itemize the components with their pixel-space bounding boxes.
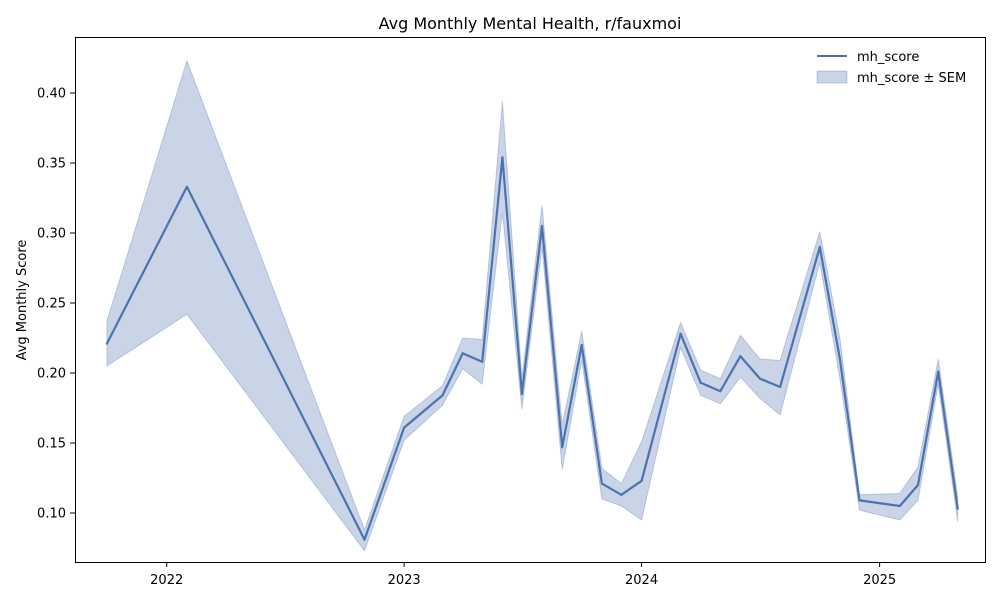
data-point (520, 392, 524, 396)
data-point (858, 499, 861, 502)
y-tick-label: 0.10 (37, 507, 66, 522)
data-point (540, 224, 544, 228)
data-point (758, 377, 762, 380)
data-point (185, 185, 188, 188)
data-point (501, 156, 504, 159)
data-point (363, 538, 366, 541)
data-point (561, 446, 564, 449)
data-point (441, 394, 444, 397)
chart-title: Avg Monthly Mental Health, r/fauxmoi (379, 14, 682, 33)
series-line-mh_score (105, 156, 959, 541)
y-tick-label: 0.20 (37, 367, 66, 382)
data-point (838, 357, 842, 361)
legend-label-line: mh_score (857, 50, 919, 65)
y-axis: 0.10 0.15 0.20 0.25 0.30 0.35 0.40 (37, 87, 75, 522)
y-axis-label: Avg Monthly Score (15, 240, 30, 361)
x-tick-label: 2024 (625, 573, 658, 588)
data-point (403, 426, 406, 429)
data-point (679, 332, 682, 335)
data-point (580, 343, 583, 347)
y-tick-label: 0.25 (37, 297, 66, 312)
data-point (779, 385, 782, 389)
data-point (956, 507, 959, 510)
y-tick-label: 0.40 (37, 87, 66, 102)
legend: mh_score mh_score ± SEM (816, 50, 966, 86)
data-point (640, 479, 643, 482)
data-point (916, 483, 920, 487)
data-point (719, 390, 722, 393)
data-point (898, 504, 901, 508)
data-point (818, 245, 821, 249)
data-point (620, 493, 623, 496)
data-point (600, 482, 604, 485)
data-point (739, 355, 742, 358)
plot-frame (75, 37, 986, 563)
y-tick-label: 0.35 (37, 157, 66, 172)
x-tick-label: 2025 (863, 573, 896, 588)
x-tick-label: 2023 (388, 573, 421, 588)
plot-area (105, 59, 959, 552)
data-point (699, 381, 702, 384)
legend-label-band: mh_score ± SEM (857, 71, 966, 86)
y-tick-label: 0.30 (37, 227, 66, 242)
x-tick-label: 2022 (150, 573, 183, 588)
legend-band-swatch (816, 70, 848, 84)
data-point (105, 342, 108, 345)
data-point (937, 370, 940, 373)
x-axis: 2022 2023 2024 2025 (150, 562, 896, 588)
data-point (481, 360, 484, 363)
y-tick-label: 0.15 (37, 437, 66, 452)
data-point (461, 352, 464, 355)
